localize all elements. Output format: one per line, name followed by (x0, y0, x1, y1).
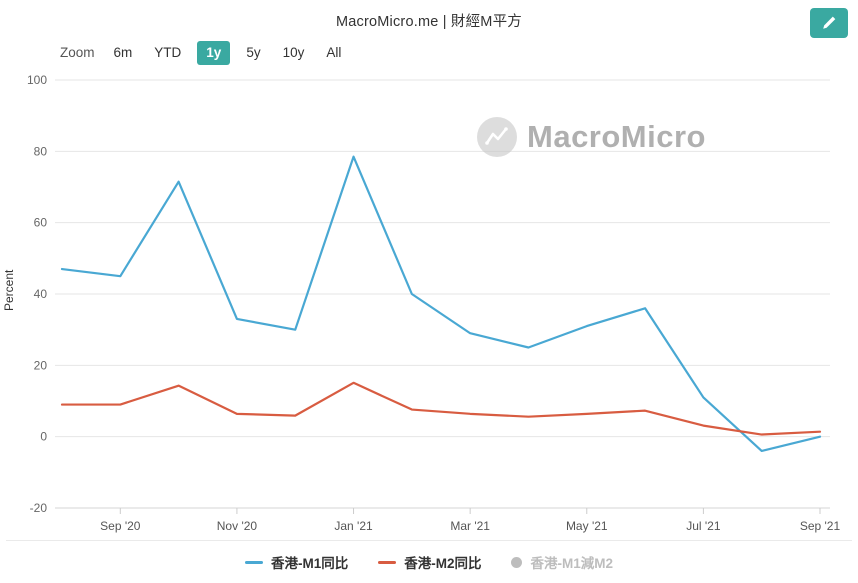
range-button-group: 6m YTD 1y 5y 10y All (108, 41, 348, 65)
y-tick-label: 20 (34, 358, 48, 372)
range-button-ytd[interactable]: YTD (148, 42, 187, 64)
range-button-10y[interactable]: 10y (277, 42, 311, 64)
edit-button[interactable] (810, 8, 848, 38)
series-hk-m2-yoy (60, 381, 822, 436)
y-tick-label: 60 (34, 216, 48, 230)
range-button-6m[interactable]: 6m (108, 42, 139, 64)
legend-dot-marker (511, 556, 523, 568)
legend: 香港-M1同比 香港-M2同比 香港-M1減M2 (6, 540, 852, 572)
x-tick-label: Nov '20 (217, 519, 258, 533)
legend-item-hk-m1-yoy[interactable]: 香港-M1同比 (244, 552, 349, 572)
page-title: MacroMicro.me | 財經M平方 (335, 14, 522, 30)
zoom-label: Zoom (60, 45, 95, 61)
legend-item-hk-m1-minus-m2[interactable]: 香港-M1減M2 (511, 552, 613, 572)
x-tick-label: Jan '21 (334, 519, 373, 533)
line-chart: 100 80 60 40 20 0 -20 Sep '20 Nov '20 Jan '21 Mar … (27, 73, 841, 533)
y-tick-label: 100 (27, 73, 47, 87)
series-hk-m1-yoy (60, 155, 822, 453)
legend-line-marker (378, 560, 397, 564)
range-button-all[interactable]: All (320, 42, 347, 64)
legend-label: 香港-M2同比 (404, 556, 482, 571)
x-tick-label: Jul '21 (686, 519, 721, 533)
range-button-5y[interactable]: 5y (240, 42, 266, 64)
x-axis: Sep '20 Nov '20 Jan '21 Mar '21 May '21 Jul '… (100, 508, 840, 533)
range-button-1y[interactable]: 1y (197, 41, 231, 65)
x-tick-label: Mar '21 (450, 519, 490, 533)
y-tick-label: 0 (40, 430, 47, 444)
legend-label: 香港-M1減M2 (530, 556, 613, 571)
legend-label: 香港-M1同比 (270, 556, 349, 571)
legend-line-marker (244, 560, 263, 564)
zoom-toolbar: Zoom 6m YTD 1y 5y 10y All (60, 41, 347, 65)
pencil-icon (823, 16, 836, 29)
y-tick-label: 80 (34, 144, 48, 158)
y-tick-label: 40 (34, 287, 48, 301)
gridlines: 100 80 60 40 20 0 -20 (27, 73, 830, 515)
x-tick-label: Sep '21 (800, 519, 841, 533)
legend-item-hk-m2-yoy[interactable]: 香港-M2同比 (378, 552, 481, 572)
x-tick-label: Sep '20 (100, 519, 141, 533)
y-tick-label: -20 (30, 501, 48, 515)
x-tick-label: May '21 (566, 519, 608, 533)
